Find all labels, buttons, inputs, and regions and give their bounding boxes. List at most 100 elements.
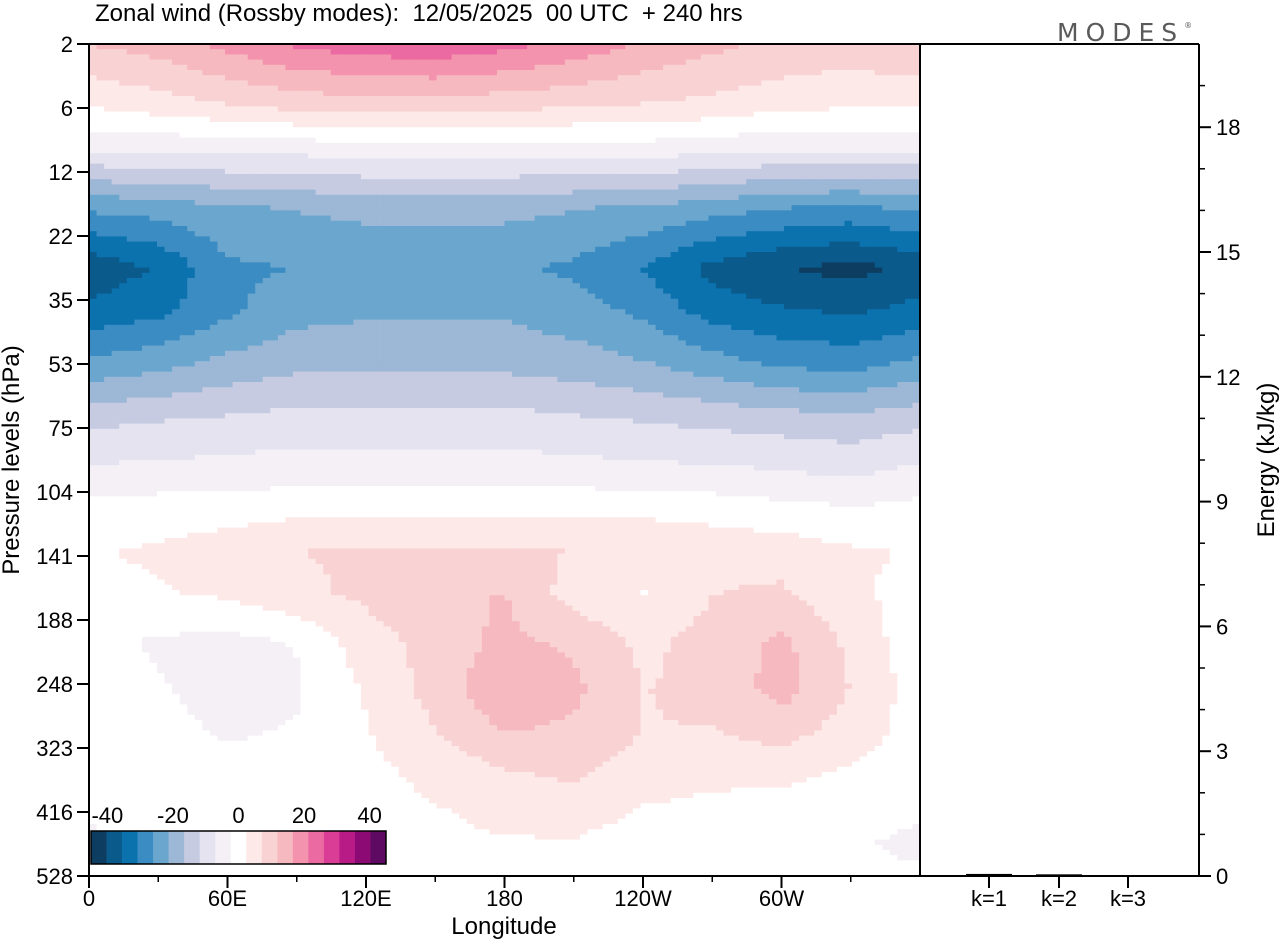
heatmap-cell [481,111,490,118]
heatmap-cell [315,194,324,201]
heatmap-cell [383,220,392,227]
heatmap-cell [436,163,445,170]
heatmap-cell [308,59,317,66]
heatmap-cell [632,132,642,139]
heatmap-cell [474,75,483,81]
heatmap-cell [625,116,634,123]
heatmap-cell [776,101,785,107]
heatmap-cell [292,220,302,227]
heatmap-cell [194,272,203,279]
heatmap-cell [504,111,513,118]
heatmap-cell [572,174,581,180]
heatmap-cell [549,189,558,196]
heatmap-cell [897,85,906,92]
heatmap-cell [738,70,747,76]
heatmap-cell [466,148,475,154]
heatmap-cell [580,246,589,253]
heatmap-cell [292,184,302,191]
heatmap-cell [172,241,181,248]
heatmap-cell [859,44,868,50]
heatmap-cell [889,122,898,128]
heatmap-cell [156,70,166,76]
heatmap-cell [768,262,778,269]
heatmap-cell [360,142,370,149]
heatmap-cell [300,132,309,139]
heatmap-cell [648,54,657,61]
heatmap-cell [731,75,740,81]
heatmap-cell [187,137,196,144]
heatmap-cell [489,267,498,274]
heatmap-cell [648,179,657,185]
heatmap-cell [360,210,370,217]
heatmap-cell [564,85,574,92]
heatmap-cell [610,142,619,149]
heatmap-cell [232,106,241,113]
heatmap-cell [481,241,490,248]
heatmap-cell [96,220,105,227]
heatmap-cell [663,127,672,133]
heatmap-cell [217,54,226,61]
heatmap-cell [768,44,778,50]
heatmap-cell [474,101,483,107]
heatmap-cell [542,101,551,107]
heatmap-cell [678,137,687,144]
heatmap-cell [308,220,317,227]
heatmap-cell [444,158,453,165]
heatmap-cell [564,194,574,201]
heatmap-cell [844,246,853,253]
heatmap-cell [111,137,120,144]
heatmap-cell [376,85,385,92]
heatmap-cell [202,106,211,113]
heatmap-cell [270,257,279,263]
heatmap-cell [610,49,619,55]
heatmap-cell [814,44,823,50]
heatmap-cell [383,148,392,154]
heatmap-cell [836,267,846,274]
heatmap-cell [376,220,385,227]
heatmap-cell [383,226,392,232]
heatmap-cell [708,122,717,128]
heatmap-cell [436,153,445,159]
heatmap-cell [549,205,558,211]
heatmap-cell [187,215,196,222]
heatmap-cell [338,220,347,227]
heatmap-cell [791,174,800,180]
heatmap-cell [194,44,203,50]
heatmap-cell [564,90,574,97]
heatmap-cell [247,80,256,87]
heatmap-cell [867,226,876,232]
heatmap-cell [519,210,528,217]
heatmap-cell [164,174,173,180]
heatmap-cell [512,257,521,263]
heatmap-cell [874,205,883,211]
heatmap-cell [859,215,868,222]
heatmap-cell [595,142,604,149]
heatmap-cell [179,132,188,139]
heatmap-cell [836,168,846,175]
heatmap-cell [716,75,725,81]
heatmap-cell [904,153,914,159]
heatmap-cell [746,252,755,258]
heatmap-cell [723,158,732,165]
heatmap-cell [224,75,234,81]
heatmap-cell [383,246,392,253]
heatmap-cell [504,168,513,175]
heatmap-cell [292,153,302,159]
heatmap-cell [315,70,324,76]
heatmap-cell [179,116,188,123]
heatmap-cell [874,142,883,149]
heatmap-cell [602,257,611,263]
heatmap-cell [391,80,400,87]
heatmap-cell [232,75,241,81]
heatmap-cell [481,179,490,185]
heatmap-cell [549,200,558,206]
heatmap-cell [134,59,143,66]
heatmap-cell [209,194,219,201]
heatmap-cell [466,215,475,222]
heatmap-cell [776,80,785,87]
heatmap-cell [164,241,173,248]
heatmap-cell [693,184,702,191]
heatmap-cell [428,106,438,113]
heatmap-cell [315,85,324,92]
heatmap-cell [595,241,604,248]
